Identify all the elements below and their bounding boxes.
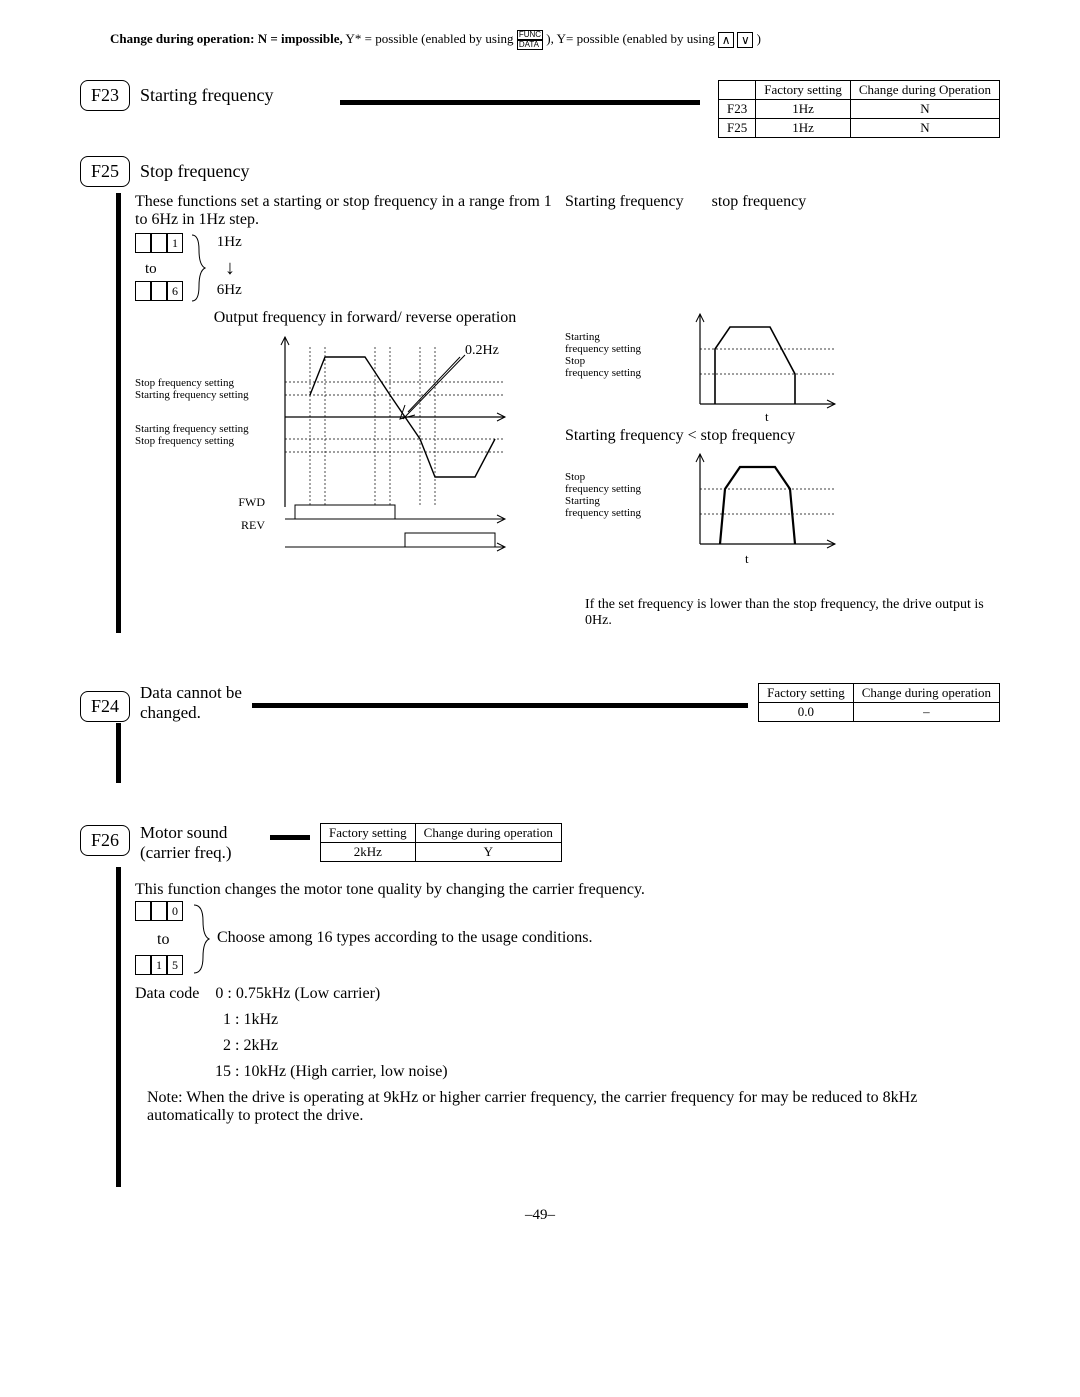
up-key: ∧	[718, 32, 734, 48]
f25-badge: F25	[80, 156, 130, 187]
right-chart-2	[685, 449, 845, 559]
header-bold: Change during operation: N = impossible,	[110, 31, 343, 46]
down-arrow: ↓	[225, 257, 235, 280]
f26-note: Note: When the drive is operating at 9kH…	[135, 1089, 1000, 1125]
f26-table: Factory settingChange during operation 2…	[320, 823, 562, 862]
section-bar	[116, 723, 121, 783]
f26-desc: This function changes the motor tone qua…	[135, 881, 1000, 899]
section-bar	[116, 867, 121, 1187]
f23-title: Starting frequency	[140, 85, 273, 106]
header-note: Change during operation: N = impossible,…	[80, 30, 1000, 50]
down-key: ∨	[737, 32, 753, 48]
r2-labels: Stop frequency setting Starting frequenc…	[565, 449, 685, 559]
f23-badge: F23	[80, 80, 130, 111]
f26-badge: F26	[80, 825, 130, 856]
section-bar	[116, 193, 121, 633]
func-data-key: FUNCDATA	[517, 30, 543, 50]
f24-table: Factory settingChange during operation 0…	[758, 683, 1000, 722]
main-chart-title: Output frequency in forward/ reverse ope…	[135, 309, 565, 327]
rule	[252, 703, 748, 708]
right-note: If the set frequency is lower than the s…	[565, 597, 1000, 629]
f23-f25-table: Factory settingChange during Operation F…	[718, 80, 1000, 138]
r1-labels: Starting frequency setting Stop frequenc…	[565, 309, 685, 419]
right-chart-1	[685, 309, 845, 419]
brace-icon	[189, 901, 211, 977]
page-number: –49–	[80, 1207, 1000, 1224]
f23f25-desc: These functions set a starting or stop f…	[135, 193, 555, 229]
f24-badge: F24	[80, 691, 130, 722]
rule	[340, 100, 700, 105]
brace-icon	[187, 233, 207, 303]
r2-title: Starting frequency < stop frequency	[565, 427, 1000, 445]
main-chart-left-labels: Stop frequency setting Starting frequenc…	[135, 327, 265, 557]
f25-title: Stop frequency	[140, 161, 249, 182]
main-chart	[265, 327, 525, 557]
rule	[270, 835, 310, 840]
